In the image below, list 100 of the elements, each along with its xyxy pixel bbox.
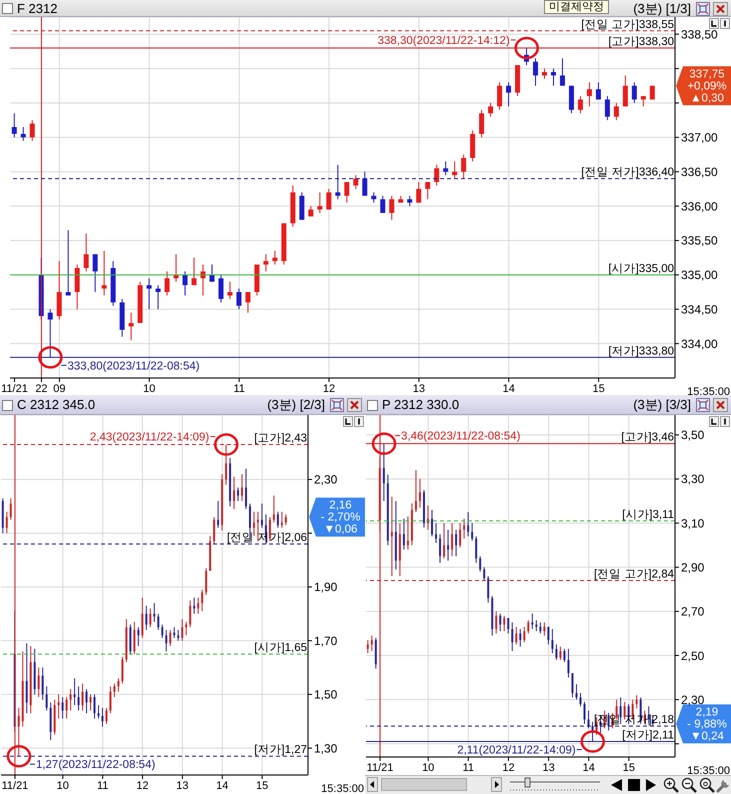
candlestick	[632, 82, 637, 104]
candlestick	[105, 707, 108, 724]
y-tick-label: 3,10	[681, 516, 705, 530]
chart-title: P 2312 330.0	[382, 397, 460, 412]
x-tick-label: 12	[322, 383, 336, 395]
ref-line-label: [고가]338,30	[608, 36, 674, 48]
candlestick	[640, 96, 646, 107]
y-tick-label: 2,50	[681, 648, 705, 663]
chart-title: F 2312	[17, 1, 58, 16]
annotation: 2,11(2023/11/22-14:09)	[457, 744, 576, 757]
candlestick	[414, 470, 417, 513]
candlestick	[113, 683, 116, 698]
candlestick	[62, 696, 64, 720]
ref-line-label: [고가]2,43	[254, 432, 307, 445]
candlestick	[483, 566, 486, 581]
candlestick	[58, 694, 60, 720]
candlestick	[362, 171, 368, 196]
candlestick	[6, 511, 8, 534]
candlestick	[197, 597, 200, 614]
candlestick	[467, 512, 470, 537]
candlestick	[284, 514, 287, 526]
text: 15:35:00	[321, 783, 364, 794]
annotation: 333,80(2023/11/22-08:54)	[67, 360, 200, 372]
y-tick-label: 2,30	[314, 472, 338, 487]
x-tick-label: 15	[622, 762, 635, 774]
candlestick	[560, 58, 565, 86]
candlestick	[614, 102, 619, 121]
candlestick	[121, 656, 124, 684]
ref-line-label: [저가]333,80	[608, 345, 674, 358]
candlestick	[227, 281, 232, 300]
candlestick	[533, 58, 538, 86]
x-tick-label: 13	[412, 383, 426, 395]
candlestick	[26, 642, 28, 714]
candlestick	[128, 312, 134, 341]
candlestick	[146, 278, 152, 310]
y-tick-label: 335,00	[681, 268, 718, 282]
candlestick	[109, 686, 112, 714]
x-tick-label: 09	[53, 383, 66, 395]
candlestick	[233, 476, 236, 510]
candlestick	[326, 188, 332, 210]
candlestick	[407, 195, 412, 207]
candlestick	[471, 522, 474, 542]
candlestick	[236, 288, 242, 310]
candlestick	[511, 622, 514, 652]
candlestick	[263, 254, 268, 272]
x-tick-label: 10	[143, 383, 156, 395]
y-tick-label: 2,90	[681, 560, 705, 575]
candlestick	[535, 620, 538, 632]
candlestick	[636, 694, 638, 709]
candlestick	[133, 621, 136, 655]
candlestick	[418, 478, 421, 508]
candlestick	[479, 556, 482, 572]
candlestick	[519, 628, 522, 648]
x-tick-label: 13	[542, 762, 555, 774]
candlestick	[66, 696, 68, 720]
x-tick-label: 15	[256, 780, 268, 792]
text: 2,19	[696, 706, 718, 718]
candlestick	[479, 109, 484, 138]
y-tick-label: 1,90	[314, 580, 338, 594]
candlestick	[539, 622, 542, 634]
candlestick	[217, 500, 220, 528]
x-tick-label: 11/21	[366, 762, 394, 774]
candlestick	[201, 589, 204, 612]
candlestick	[380, 195, 386, 214]
candlestick	[452, 160, 458, 180]
candlestick	[390, 496, 393, 577]
candlestick	[46, 686, 48, 712]
candlestick	[74, 678, 76, 706]
x-tick-label: 11	[233, 383, 245, 395]
candlestick	[335, 164, 340, 200]
candlestick	[425, 182, 430, 200]
candlestick	[205, 568, 208, 596]
candlestick	[551, 628, 554, 654]
text: 15:35:00	[687, 386, 730, 398]
x-tick-label: 12	[502, 762, 515, 774]
candlestick	[145, 605, 148, 630]
candlestick	[451, 522, 454, 557]
candlestick	[563, 648, 566, 663]
text: ▲0,30	[690, 92, 724, 104]
text: ▼0,24	[690, 730, 724, 742]
candlestick	[515, 626, 518, 645]
y-tick-label: 334,00	[681, 336, 718, 351]
candlestick	[353, 174, 358, 190]
text: 337,75	[689, 68, 725, 80]
x-tick-label: 11/21	[2, 780, 28, 792]
candlestick	[542, 68, 547, 80]
candlestick	[555, 644, 558, 660]
candlestick	[550, 68, 556, 86]
candlestick	[78, 686, 80, 712]
candlestick	[245, 468, 248, 510]
candlestick	[579, 692, 582, 707]
candlestick	[241, 474, 244, 502]
text: 15:35:00	[687, 765, 730, 777]
candlestick	[527, 620, 530, 634]
chart-subtitle: (3분) [1/3]	[633, 1, 691, 16]
candlestick	[193, 597, 196, 614]
candlestick	[141, 597, 144, 638]
candlestick	[66, 230, 71, 296]
candlestick	[97, 704, 100, 720]
candlestick	[90, 694, 92, 712]
